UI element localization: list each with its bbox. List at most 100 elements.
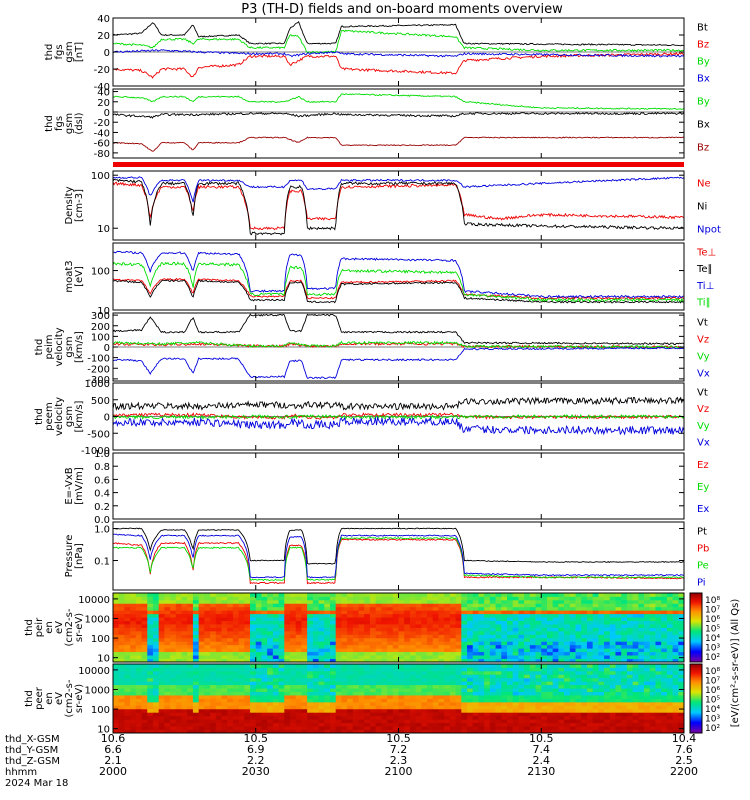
ytick-label: -1000 bbox=[81, 446, 110, 457]
axis-tick-value: 2.4 bbox=[533, 754, 551, 767]
legend-Bz: Bz bbox=[697, 40, 709, 51]
legend-Pi: Pi bbox=[697, 578, 706, 589]
panel-1-ylabel: gsm bbox=[64, 41, 75, 62]
panel-7: E=-VxB [mV/m] 1.0 0.8 0.6 0.4 0.2 0.0 Ez Ey Ex bbox=[64, 449, 709, 526]
legend-Vt: Vt bbox=[697, 318, 708, 329]
axis-tick-value: 10.5 bbox=[529, 732, 554, 745]
series-Pb bbox=[112, 538, 685, 585]
panel-3-ylabel: [cm-3] bbox=[74, 189, 85, 222]
ytick-label: 0.0 bbox=[94, 515, 110, 526]
ytick-label: 10 bbox=[97, 224, 110, 235]
ytick-label: 500 bbox=[91, 396, 110, 407]
ytick-label: 0.6 bbox=[94, 475, 110, 486]
axis-tick-value: 2200 bbox=[670, 765, 698, 778]
series-Ni bbox=[112, 178, 685, 236]
axis-tick-value: 2130 bbox=[527, 765, 555, 778]
legend-Bx: Bx bbox=[697, 120, 710, 131]
legend-Pb: Pb bbox=[697, 544, 709, 555]
series-Te∥ bbox=[112, 279, 685, 304]
series-Vx bbox=[113, 346, 685, 380]
ytick-label: 0 bbox=[104, 48, 110, 59]
colorbar-label: [eV/(cm²-s-sr-eV)] (All Qs) bbox=[730, 599, 741, 728]
ytick-label: 1000 bbox=[85, 379, 110, 390]
series-Vt bbox=[112, 313, 685, 346]
ytick-label: -100 bbox=[87, 354, 110, 365]
panel-1-ylabel: fgs bbox=[54, 44, 65, 59]
panel-8-ylabel: [nPa] bbox=[74, 543, 85, 569]
panel-9-ylabel: (cm2-s- bbox=[64, 608, 75, 646]
colorbar-tick: 10⁷ bbox=[705, 677, 720, 687]
ytick-label: 0 bbox=[104, 108, 110, 119]
series-Ti⊥ bbox=[112, 250, 685, 299]
axis-tick-value: 2.2 bbox=[247, 754, 265, 767]
legend-Vy: Vy bbox=[697, 421, 710, 432]
ytick-label: 0.1 bbox=[94, 557, 110, 568]
colorbar-1 bbox=[689, 592, 703, 663]
panel-4-ylabel: moat3 bbox=[64, 260, 75, 292]
panel-7-ylabel: [mV/m] bbox=[74, 467, 85, 505]
axis-tick-value: 6.6 bbox=[104, 743, 122, 756]
legend-Vx: Vx bbox=[697, 438, 710, 449]
legend-Ti⊥: Ti⊥ bbox=[696, 281, 714, 292]
series-Bx bbox=[112, 49, 685, 58]
panel-1-ylabel: thd bbox=[44, 44, 55, 61]
ytick-label: 10 bbox=[97, 725, 110, 736]
panel-5-ylabel: [km/s] bbox=[74, 331, 85, 363]
ytick-label: 200 bbox=[91, 322, 110, 333]
panel-9-ylabel: peir bbox=[34, 617, 45, 637]
ytick-label: 0.8 bbox=[94, 462, 110, 473]
mode-bar bbox=[113, 162, 684, 167]
panel-8-frame bbox=[112, 521, 685, 591]
panel-5-ylabel: gsm bbox=[64, 336, 75, 357]
panel-7-ylabel: E=-VxB bbox=[64, 467, 75, 504]
colorbar-2 bbox=[689, 663, 703, 734]
legend-By: By bbox=[697, 97, 710, 108]
panel-10-ylabel: eV bbox=[54, 692, 65, 705]
ytick-label: 10 bbox=[97, 654, 110, 665]
series-By bbox=[112, 93, 685, 111]
series-Vt bbox=[112, 396, 685, 411]
series-Bt bbox=[112, 21, 685, 47]
axis-tick-value: 2.1 bbox=[104, 754, 122, 767]
legend-Vy: Vy bbox=[697, 352, 710, 363]
legend-Bx: Bx bbox=[697, 74, 710, 85]
axis-tick-value: 2100 bbox=[385, 765, 413, 778]
panel-2-ylabel: (dsl) bbox=[74, 112, 85, 134]
panel-10-ylabel: sr-eV) bbox=[74, 684, 85, 713]
legend-Te∥: Te∥ bbox=[696, 264, 713, 275]
axis-row-label: thd_Z-GSM bbox=[5, 756, 60, 767]
colorbar-tick: 10⁴ bbox=[705, 634, 720, 644]
panel-8: Pressure [nPa] 1.0 0.1 Pt Pb Pe Pi bbox=[64, 521, 709, 591]
panel-6: thd peem velocity gsm [km/s]1000 500 0 -500 -100… bbox=[34, 379, 710, 457]
panel-6-ylabel: [km/s] bbox=[74, 400, 85, 432]
panel-5-ylabel: velocity bbox=[54, 327, 65, 366]
colorbar-tick: 10² bbox=[705, 653, 720, 663]
panel-10-ylabel: (cm2-s- bbox=[64, 679, 75, 717]
panel-9-ylabel: en bbox=[44, 621, 55, 634]
ytick-label: 0 bbox=[104, 413, 110, 424]
colorbar: 10⁸10⁷10⁶10⁵10⁴10³10²10⁸10⁷10⁶10⁵10⁴10³1… bbox=[689, 592, 741, 734]
ytick-label: 1.0 bbox=[94, 525, 110, 536]
panel-10-ylabel: thd bbox=[24, 690, 35, 707]
series-Vy bbox=[112, 413, 685, 420]
series-Pt bbox=[113, 527, 685, 565]
ytick-label: 20 bbox=[97, 31, 110, 42]
legend-Pe: Pe bbox=[697, 561, 709, 572]
series-Te⊥ bbox=[112, 277, 685, 300]
ytick-label: -200 bbox=[87, 364, 110, 375]
ytick-label: -20 bbox=[94, 118, 110, 129]
legend-Bz: Bz bbox=[697, 143, 709, 154]
panel-8-ylabel: Pressure bbox=[64, 535, 75, 578]
figure-title: P3 (TH-D) fields and on-board moments ov… bbox=[241, 2, 563, 17]
legend-Ex: Ex bbox=[697, 504, 709, 515]
ytick-label: -80 bbox=[94, 149, 110, 160]
axis-tick-value: 2000 bbox=[99, 765, 127, 778]
axis-tick-value: 2.3 bbox=[390, 754, 408, 767]
series-Bx bbox=[112, 111, 685, 119]
ytick-label: 100 bbox=[91, 332, 110, 343]
ytick-label: 10000 bbox=[78, 595, 110, 606]
panel-4-ylabel: [eV] bbox=[74, 266, 85, 287]
series-Ne bbox=[112, 181, 685, 231]
legend-Bt: Bt bbox=[697, 23, 708, 34]
